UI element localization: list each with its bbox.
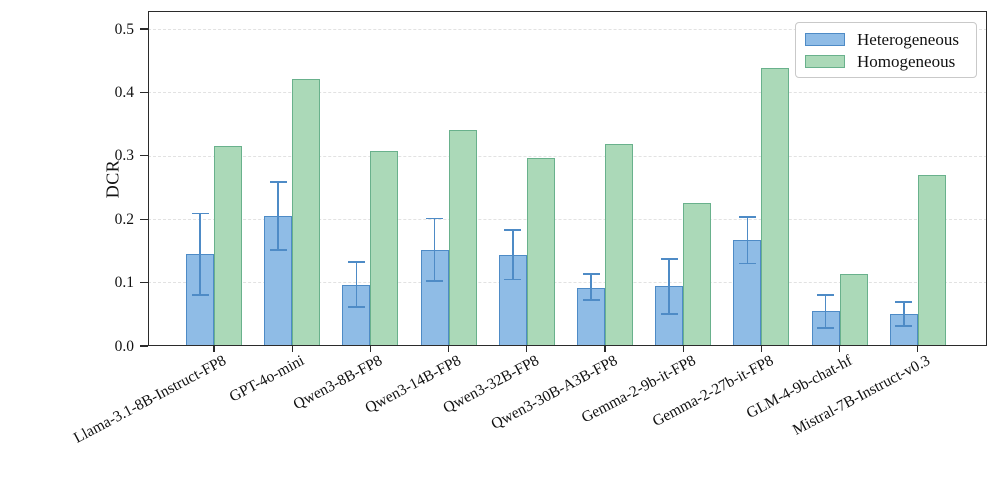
bar-homogeneous bbox=[448, 129, 477, 346]
gridline-0.5 bbox=[148, 28, 987, 30]
x-tick-mark bbox=[760, 346, 763, 352]
y-tick-label: 0.0 bbox=[114, 337, 134, 355]
error-bar-cap-top bbox=[582, 273, 600, 276]
x-tick-label: Qwen3-32B-FP8 bbox=[440, 352, 542, 417]
error-bar bbox=[668, 259, 671, 314]
x-axis-ticks bbox=[148, 346, 987, 354]
bar-homogeneous bbox=[605, 143, 633, 346]
y-axis-tick-labels: 0.0 0.1 0.2 0.3 0.4 0.5 bbox=[92, 11, 134, 355]
error-bar-cap-bottom bbox=[817, 326, 835, 329]
error-bar-cap-top bbox=[347, 261, 365, 264]
x-tick-label: GLM-4-9b-chat-hf bbox=[743, 352, 855, 422]
y-tick-label: 0.5 bbox=[114, 20, 134, 38]
error-bar bbox=[746, 216, 749, 264]
y-tick-label: 0.3 bbox=[114, 147, 134, 165]
y-axis-ticks bbox=[140, 11, 148, 347]
bar-homogeneous bbox=[761, 68, 790, 346]
error-bar-cap-bottom bbox=[347, 305, 365, 308]
x-tick-label: Llama-3.1-8B-Instruct-FP8 bbox=[70, 352, 229, 447]
gridline-0.1 bbox=[148, 282, 987, 284]
error-bar-cap-bottom bbox=[504, 278, 522, 281]
y-axis-label: DCR bbox=[102, 159, 123, 199]
error-bar bbox=[824, 295, 827, 328]
error-bar-cap-bottom bbox=[660, 312, 678, 315]
y-tick-label: 0.4 bbox=[114, 83, 134, 101]
legend-item-heterogeneous: Heterogeneous bbox=[805, 31, 976, 48]
legend: Heterogeneous Homogeneous bbox=[795, 22, 977, 78]
x-tick-mark bbox=[604, 346, 606, 352]
bar-homogeneous bbox=[917, 174, 946, 346]
y-tick-mark bbox=[140, 218, 148, 220]
y-tick-mark bbox=[140, 345, 148, 347]
error-bar-cap-bottom bbox=[895, 325, 913, 328]
error-bar bbox=[277, 181, 280, 251]
bar-homogeneous bbox=[370, 151, 399, 346]
x-tick-label: Qwen3-30B-A3B-FP8 bbox=[488, 352, 620, 433]
error-bar-cap-top bbox=[504, 229, 522, 231]
error-bar-cap-bottom bbox=[426, 280, 444, 283]
error-bar bbox=[355, 262, 358, 307]
y-tick-label: 0.1 bbox=[114, 274, 134, 292]
gridline-0.3 bbox=[148, 155, 987, 157]
error-bar bbox=[199, 213, 201, 295]
x-tick-mark bbox=[369, 346, 372, 352]
x-tick-label: Gemma-2-9b-it-FP8 bbox=[578, 352, 699, 427]
bar-homogeneous bbox=[214, 146, 242, 346]
error-bar bbox=[590, 274, 592, 301]
bar-homogeneous bbox=[839, 274, 868, 346]
x-tick-mark bbox=[682, 346, 684, 352]
x-tick-label: Qwen3-8B-FP8 bbox=[290, 352, 386, 414]
error-bar-cap-top bbox=[426, 217, 444, 220]
y-tick-mark bbox=[140, 281, 148, 284]
x-tick-label: Gemma-2-27b-it-FP8 bbox=[649, 352, 777, 431]
bar-heterogeneous bbox=[420, 250, 449, 346]
bar-homogeneous bbox=[292, 79, 321, 346]
error-bar-cap-bottom bbox=[582, 299, 600, 302]
error-bar bbox=[902, 302, 905, 327]
error-bar-cap-top bbox=[895, 301, 913, 304]
y-tick-mark bbox=[140, 28, 148, 30]
legend-swatch-homogeneous-icon bbox=[805, 54, 845, 68]
error-bar-cap-top bbox=[660, 258, 678, 261]
x-tick-label: Qwen3-14B-FP8 bbox=[362, 352, 464, 417]
gridline-0.2 bbox=[148, 218, 987, 220]
error-bar-cap-top bbox=[817, 294, 835, 297]
x-tick-mark bbox=[917, 346, 919, 352]
y-tick-label: 0.2 bbox=[114, 210, 134, 228]
error-bar-cap-bottom bbox=[738, 262, 756, 265]
bar-heterogeneous bbox=[186, 254, 214, 346]
legend-label-homogeneous: Homogeneous bbox=[857, 51, 956, 71]
legend-swatch-heterogeneous-icon bbox=[805, 32, 845, 46]
error-bar-cap-bottom bbox=[269, 249, 287, 252]
legend-label-heterogeneous: Heterogeneous bbox=[857, 29, 959, 49]
x-tick-mark bbox=[291, 346, 293, 352]
legend-item-homogeneous: Homogeneous bbox=[805, 53, 976, 70]
error-bar bbox=[511, 230, 514, 280]
x-tick-mark bbox=[447, 346, 450, 352]
x-tick-label: GPT-4o-mini bbox=[226, 352, 308, 406]
x-tick-mark bbox=[213, 346, 215, 352]
error-bar bbox=[433, 218, 436, 282]
x-tick-mark bbox=[838, 346, 841, 352]
gridline-0.4 bbox=[148, 92, 987, 94]
error-bar-cap-bottom bbox=[191, 293, 209, 296]
x-tick-label: Mistral-7B-Instruct-v0.3 bbox=[789, 352, 933, 439]
error-bar-cap-top bbox=[738, 215, 756, 218]
bar-homogeneous bbox=[683, 202, 712, 346]
error-bar-cap-top bbox=[191, 212, 209, 215]
plot-area bbox=[148, 11, 987, 346]
error-bar-cap-top bbox=[269, 180, 287, 183]
y-tick-mark bbox=[140, 91, 148, 94]
bar-homogeneous bbox=[526, 158, 555, 346]
y-tick-mark bbox=[140, 155, 148, 157]
x-tick-mark bbox=[526, 346, 528, 352]
